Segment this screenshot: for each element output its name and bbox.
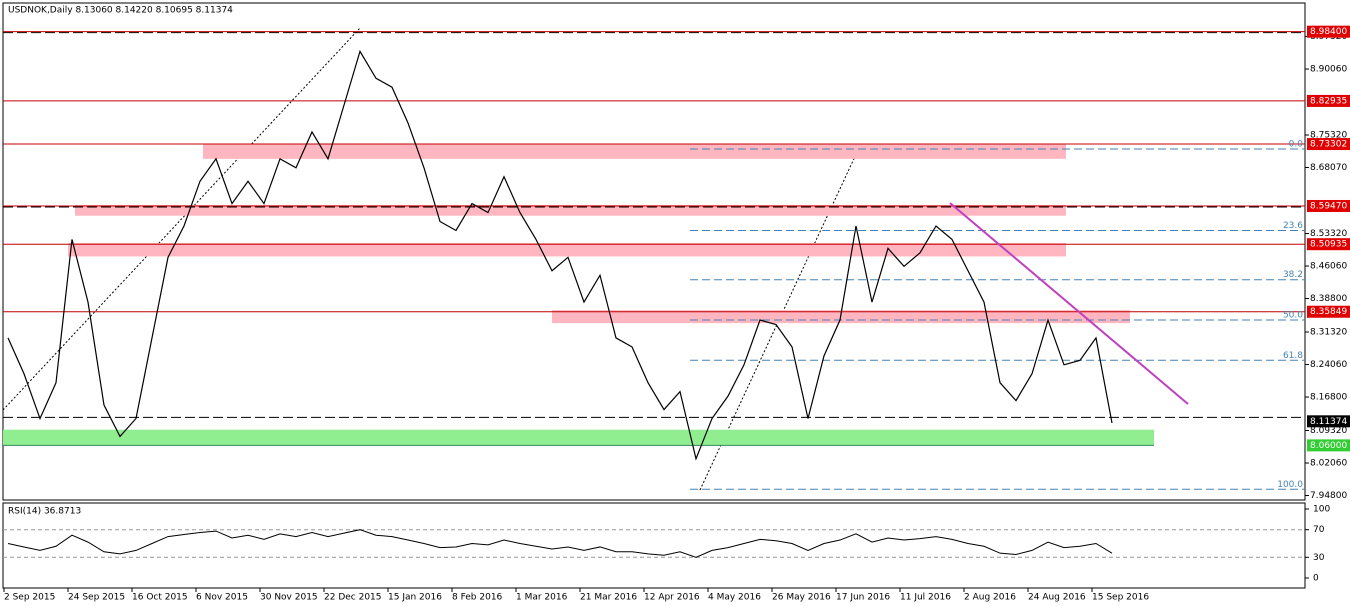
y-tick-label: 8.46060 xyxy=(1310,262,1347,272)
fib-label: 0.0 xyxy=(1289,139,1304,149)
fib-label: 50.0 xyxy=(1283,311,1303,321)
x-tick-label: 12 Apr 2016 xyxy=(644,593,700,603)
y-tick-label: 8.16800 xyxy=(1310,393,1347,403)
level-label-box xyxy=(1307,138,1350,151)
current-label: 8.11374 xyxy=(1310,417,1347,427)
resistance-zone xyxy=(68,243,1066,257)
y-tick-label: 8.68070 xyxy=(1310,163,1347,173)
level-label-box xyxy=(1307,238,1350,251)
level-label-box xyxy=(1307,94,1350,107)
level-label-box xyxy=(1307,199,1350,212)
x-tick-label: 24 Sep 2015 xyxy=(68,593,125,603)
x-tick-label: 6 Nov 2015 xyxy=(196,593,248,603)
chart-title: USDNOK,Daily 8.13060 8.14220 8.10695 8.1… xyxy=(8,6,233,16)
x-tick-label: 22 Dec 2015 xyxy=(324,593,382,603)
x-tick-label: 16 Oct 2015 xyxy=(132,593,188,603)
rsi-line xyxy=(7,529,1113,558)
x-tick-label: 4 May 2016 xyxy=(708,593,761,603)
y-tick-label: 8.31320 xyxy=(1310,328,1347,338)
current-label-box xyxy=(1307,415,1350,428)
y-tick-label: 7.94800 xyxy=(1310,491,1347,501)
level-label-box xyxy=(1307,305,1350,318)
rsi-tick-label: 70 xyxy=(1313,525,1325,535)
rsi-tick-label: 100 xyxy=(1313,505,1330,515)
support-label: 8.06000 xyxy=(1310,441,1347,451)
y-tick-label: 8.09320 xyxy=(1310,426,1347,436)
y-tick-label: 8.90060 xyxy=(1310,65,1347,75)
x-tick-label: 21 Mar 2016 xyxy=(580,593,637,603)
x-tick-label: 2 Aug 2016 xyxy=(964,593,1016,603)
fib-label: 61.8 xyxy=(1283,351,1303,361)
x-tick-label: 15 Jan 2016 xyxy=(388,593,442,603)
x-tick-label: 26 May 2016 xyxy=(772,593,831,603)
level-label: 8.50935 xyxy=(1310,240,1347,250)
resistance-zone xyxy=(203,144,1066,159)
x-tick-label: 17 Jun 2016 xyxy=(836,593,890,603)
level-label: 8.35849 xyxy=(1310,307,1347,317)
level-label-box xyxy=(1307,25,1350,38)
x-tick-label: 8 Feb 2016 xyxy=(452,593,503,603)
y-tick-label: 8.02060 xyxy=(1310,459,1347,469)
x-tick-label: 15 Sep 2016 xyxy=(1092,593,1149,603)
trend-line xyxy=(949,202,1189,405)
support-label-box xyxy=(1307,439,1350,452)
fib-label: 38.2 xyxy=(1283,270,1303,280)
x-tick-label: 30 Nov 2015 xyxy=(260,593,318,603)
x-tick-label: 24 Aug 2016 xyxy=(1028,593,1086,603)
fib-label: 100.0 xyxy=(1277,480,1303,490)
fib-line xyxy=(2,27,361,411)
rsi-tick-label: 30 xyxy=(1313,553,1325,563)
y-tick-label: 8.24060 xyxy=(1310,360,1347,370)
level-label: 8.82935 xyxy=(1310,96,1347,106)
y-tick-label: 8.38800 xyxy=(1310,294,1347,304)
level-label: 8.73302 xyxy=(1310,140,1347,150)
rsi-panel xyxy=(2,502,1306,589)
y-tick-label: 8.53320 xyxy=(1310,229,1347,239)
x-tick-label: 1 Mar 2016 xyxy=(516,593,568,603)
level-label: 8.59470 xyxy=(1310,201,1347,211)
x-tick-label: 2 Sep 2015 xyxy=(4,593,55,603)
price-line xyxy=(7,49,1113,461)
resistance-zone xyxy=(75,204,1066,216)
x-tick-label: 11 Jul 2016 xyxy=(900,593,951,603)
y-tick-label: 8.75320 xyxy=(1310,131,1347,141)
rsi-title: RSI(14) 36.8713 xyxy=(8,507,81,517)
support-zone xyxy=(3,429,1154,446)
level-label: 8.98400 xyxy=(1310,27,1347,37)
fib-label: 23.6 xyxy=(1283,221,1303,231)
levels xyxy=(3,31,1305,490)
rsi-tick-label: 0 xyxy=(1313,574,1319,584)
